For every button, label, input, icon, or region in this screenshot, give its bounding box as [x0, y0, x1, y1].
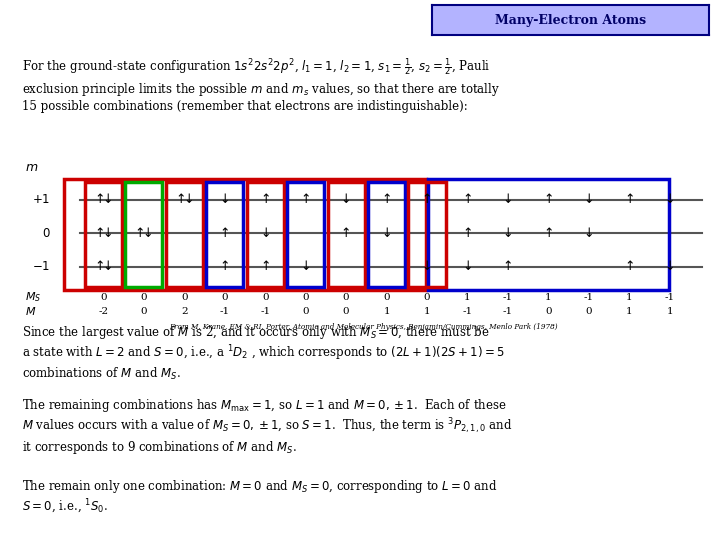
- Text: -1: -1: [220, 307, 230, 315]
- Text: ↓: ↓: [422, 260, 432, 273]
- Text: ↑: ↑: [422, 193, 432, 206]
- Text: ↑: ↑: [94, 193, 104, 206]
- Text: ↓: ↓: [665, 193, 675, 206]
- Text: -1: -1: [260, 307, 270, 315]
- Text: ↑: ↑: [94, 260, 104, 273]
- Text: ↓: ↓: [300, 260, 311, 273]
- Text: 2: 2: [181, 307, 188, 315]
- Text: $m$: $m$: [25, 161, 38, 174]
- Text: $M$: $M$: [25, 305, 36, 317]
- Text: ↑: ↑: [175, 193, 186, 206]
- Text: 1: 1: [383, 307, 390, 315]
- Text: 0: 0: [181, 293, 188, 302]
- Text: ↓: ↓: [102, 193, 113, 206]
- Text: ↑: ↑: [220, 227, 230, 240]
- Text: -2: -2: [99, 307, 109, 315]
- Text: ↓: ↓: [102, 260, 113, 273]
- Text: ↑: ↑: [260, 193, 271, 206]
- Text: $M_S$: $M_S$: [25, 291, 41, 305]
- Text: 0: 0: [343, 307, 349, 315]
- Text: 0: 0: [343, 293, 349, 302]
- Text: The remaining combinations has $M_{\mathrm{max}} = 1$, so $L = 1$ and $M = 0, \p: The remaining combinations has $M_{\math…: [22, 397, 512, 456]
- Text: ↑: ↑: [220, 260, 230, 273]
- Text: 0: 0: [100, 293, 107, 302]
- Text: -1: -1: [584, 293, 594, 302]
- Text: -1: -1: [462, 307, 472, 315]
- Text: $+1$: $+1$: [32, 193, 50, 206]
- Text: ↓: ↓: [260, 227, 271, 240]
- Text: ↑: ↑: [624, 260, 634, 273]
- Text: For the ground-state configuration $1s^22s^22p^2$, $l_1 = 1$, $l_2 = 1$, $s_1 = : For the ground-state configuration $1s^2…: [22, 57, 500, 113]
- Text: 0: 0: [424, 293, 431, 302]
- Text: ↑: ↑: [503, 260, 513, 273]
- Text: ↑: ↑: [260, 260, 271, 273]
- Text: 0: 0: [140, 293, 147, 302]
- Text: ↑: ↑: [624, 193, 634, 206]
- Text: 0: 0: [545, 307, 552, 315]
- Text: ↑: ↑: [462, 227, 473, 240]
- Text: 0: 0: [262, 293, 269, 302]
- Text: 0: 0: [222, 293, 228, 302]
- Text: ↑: ↑: [543, 227, 554, 240]
- Text: ↓: ↓: [341, 193, 351, 206]
- Text: -1: -1: [503, 307, 513, 315]
- Text: ↓: ↓: [503, 193, 513, 206]
- Text: ↑: ↑: [341, 227, 351, 240]
- Text: ↑: ↑: [135, 227, 145, 240]
- Text: ↓: ↓: [102, 227, 113, 240]
- Text: ↓: ↓: [584, 227, 594, 240]
- Text: 0: 0: [383, 293, 390, 302]
- Text: -1: -1: [665, 293, 675, 302]
- Text: Many-Electron Atoms: Many-Electron Atoms: [495, 14, 646, 27]
- Text: ↓: ↓: [584, 193, 594, 206]
- Text: $0$: $0$: [42, 227, 50, 240]
- Text: 1: 1: [667, 307, 673, 315]
- Text: 0: 0: [302, 307, 309, 315]
- Text: ↓: ↓: [220, 193, 230, 206]
- Text: ↑: ↑: [300, 193, 311, 206]
- Text: $-1$: $-1$: [32, 260, 50, 273]
- Text: 1: 1: [424, 307, 431, 315]
- Text: The remain only one combination: $M = 0$ and $M_S = 0$, corresponding to $L = 0$: The remain only one combination: $M = 0$…: [22, 478, 498, 516]
- Text: 0: 0: [585, 307, 593, 315]
- Text: ↑: ↑: [462, 193, 473, 206]
- Text: ↑: ↑: [543, 193, 554, 206]
- Text: ↑: ↑: [94, 227, 104, 240]
- Text: -1: -1: [503, 293, 513, 302]
- Text: ↓: ↓: [462, 260, 473, 273]
- Text: 1: 1: [464, 293, 471, 302]
- Text: ↑: ↑: [382, 193, 392, 206]
- Text: From M. Krane, EM & RI. Porter, Atomic and Molecular Physics, Benjamin/Cummings,: From M. Krane, EM & RI. Porter, Atomic a…: [169, 323, 558, 331]
- Text: ↓: ↓: [665, 260, 675, 273]
- Text: 0: 0: [302, 293, 309, 302]
- Text: 1: 1: [626, 293, 633, 302]
- Text: Since the largest value of $M$ is 2, and it occurs only with $M_S= 0$, there mus: Since the largest value of $M$ is 2, and…: [22, 324, 504, 382]
- Text: 1: 1: [626, 307, 633, 315]
- Text: ↓: ↓: [382, 227, 392, 240]
- Text: 1: 1: [545, 293, 552, 302]
- Text: 0: 0: [140, 307, 147, 315]
- Text: ↓: ↓: [183, 193, 194, 206]
- Text: ↓: ↓: [503, 227, 513, 240]
- Text: ↓: ↓: [143, 227, 153, 240]
